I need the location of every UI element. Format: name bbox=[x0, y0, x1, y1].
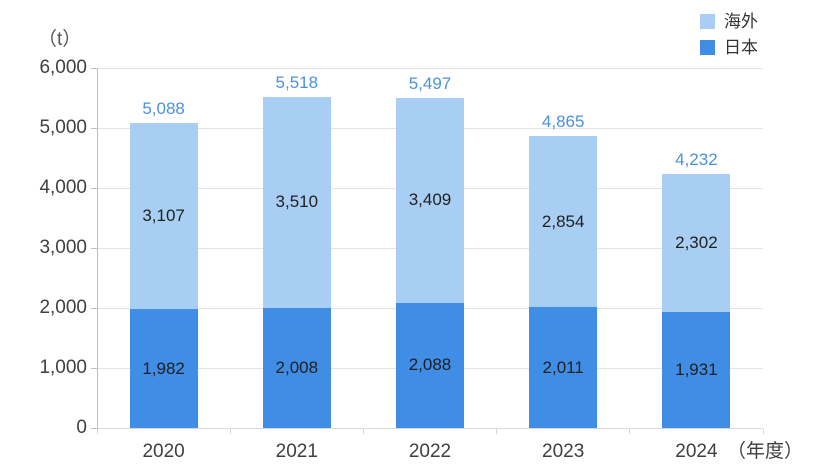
legend-label-japan: 日本 bbox=[724, 38, 758, 57]
legend-item-overseas: 海外 bbox=[700, 12, 758, 31]
gridline-0 bbox=[98, 427, 763, 429]
bar-segment-japan-2023 bbox=[529, 307, 598, 428]
bar-segment-overseas-2024 bbox=[662, 174, 731, 313]
x-axis-suffix-label: （年度） bbox=[727, 441, 804, 462]
y-axis-tick-5000 bbox=[91, 127, 97, 129]
value-label-japan-2024: 1,931 bbox=[675, 360, 718, 380]
x-axis-tick bbox=[96, 429, 98, 434]
y-axis-tick-4000 bbox=[91, 187, 97, 189]
x-axis-label-2020: 2020 bbox=[142, 441, 185, 462]
x-axis-tick bbox=[629, 429, 631, 434]
total-label-2020: 5,088 bbox=[142, 98, 185, 118]
y-axis-tick-2000 bbox=[91, 307, 97, 309]
bar-segment-overseas-2021 bbox=[262, 96, 331, 308]
y-axis-tick-1000 bbox=[91, 367, 97, 369]
value-label-overseas-2023: 2,854 bbox=[541, 211, 585, 231]
y-axis-unit-label: （t） bbox=[38, 29, 82, 50]
bar-segment-overseas-2020 bbox=[129, 122, 198, 310]
bar-segment-overseas-2023 bbox=[529, 136, 598, 308]
x-axis-label-2021: 2021 bbox=[275, 441, 318, 462]
legend-item-japan: 日本 bbox=[700, 38, 758, 57]
y-axis-label-3000: 3,000 bbox=[39, 237, 87, 258]
y-axis-tick-0 bbox=[91, 427, 97, 429]
value-label-japan-2023: 2,011 bbox=[542, 357, 584, 377]
y-axis-tick-6000 bbox=[91, 67, 97, 69]
y-axis-label-1000: 1,000 bbox=[39, 357, 87, 378]
x-axis-label-2023: 2023 bbox=[542, 441, 585, 462]
total-label-2024: 4,232 bbox=[675, 150, 718, 170]
x-axis-tick bbox=[229, 429, 231, 434]
x-axis-label-2024: 2024 bbox=[675, 441, 718, 462]
x-axis-label-2022: 2022 bbox=[408, 441, 452, 462]
bar-segment-japan-2022 bbox=[396, 302, 464, 428]
total-label-2023: 4,865 bbox=[541, 112, 585, 132]
value-label-overseas-2021: 3,510 bbox=[275, 192, 319, 212]
y-axis-label-6000: 6,000 bbox=[39, 57, 87, 78]
bar-segment-overseas-2022 bbox=[396, 98, 464, 303]
total-label-2022: 5,497 bbox=[408, 74, 452, 94]
legend-swatch-japan bbox=[700, 40, 715, 55]
value-label-japan-2022: 2,088 bbox=[408, 355, 452, 375]
x-axis-tick bbox=[362, 429, 364, 434]
bar-segment-japan-2020 bbox=[129, 309, 198, 428]
bar-segment-japan-2021 bbox=[262, 307, 331, 428]
bar-segment-japan-2024 bbox=[662, 312, 731, 428]
gridline-6000 bbox=[98, 67, 763, 69]
legend-label-overseas: 海外 bbox=[724, 12, 758, 31]
y-axis-label-0: 0 bbox=[76, 417, 87, 438]
y-axis-line bbox=[97, 68, 98, 429]
x-axis-tick bbox=[496, 429, 498, 434]
value-label-overseas-2022: 3,409 bbox=[408, 190, 452, 210]
value-label-overseas-2020: 3,107 bbox=[142, 205, 185, 225]
legend-swatch-overseas bbox=[700, 14, 715, 29]
value-label-japan-2020: 1,982 bbox=[142, 358, 185, 378]
x-axis-tick bbox=[762, 429, 764, 434]
total-label-2021: 5,518 bbox=[275, 72, 319, 92]
value-label-japan-2021: 2,008 bbox=[275, 357, 319, 377]
y-axis-label-2000: 2,000 bbox=[39, 297, 87, 318]
y-axis-tick-3000 bbox=[91, 247, 97, 249]
legend: 海外 日本 bbox=[700, 12, 758, 66]
value-label-overseas-2024: 2,302 bbox=[675, 233, 718, 253]
plot-area: 0 1,000 2,000 3,000 4,000 5,000 6,000 1,982 3,10… bbox=[39, 57, 764, 462]
y-axis-label-4000: 4,000 bbox=[39, 177, 87, 198]
y-axis-label-5000: 5,000 bbox=[39, 117, 87, 138]
